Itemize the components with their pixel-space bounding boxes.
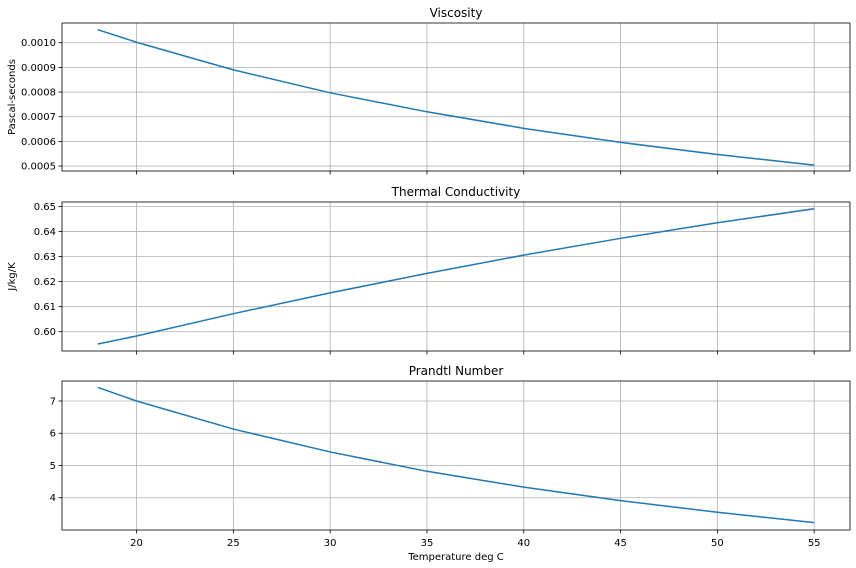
y-axis-label: J/kg/K: [7, 262, 18, 292]
y-tick-label: 0.61: [34, 302, 56, 313]
y-tick-label: 6: [50, 429, 56, 440]
y-tick-label: 0.62: [34, 277, 56, 288]
subplot-title: Viscosity: [430, 6, 483, 20]
series-line: [97, 208, 815, 345]
axes-frame: [61, 22, 851, 172]
axes-frame: [61, 380, 851, 531]
y-tick-label: 0.0008: [21, 88, 56, 99]
y-tick-label: 0.60: [34, 327, 56, 338]
y-tick-label: 0.0005: [21, 162, 56, 173]
y-tick-label: 0.63: [34, 252, 56, 263]
y-tick-label: 0.65: [34, 202, 56, 213]
x-axis-label: Temperature deg C: [407, 552, 504, 563]
subplot-2: 0.60 0.61 0.62 0.63 0.64 0.65 Thermal Conducti…: [7, 185, 851, 355]
y-tick-label: 7: [50, 396, 56, 407]
subplot-title: Prandtl Number: [409, 364, 504, 378]
y-tick-label: 0.64: [34, 227, 56, 238]
x-tick-label: 20: [130, 538, 143, 549]
x-tick-label: 30: [324, 538, 337, 549]
y-tick-label: 5: [50, 461, 56, 472]
x-tick-label: 25: [227, 538, 240, 549]
axes-frame: [61, 201, 851, 352]
y-tick-label: 0.0009: [21, 63, 56, 74]
y-tick-label: 4: [50, 493, 56, 504]
subplot-title: Thermal Conductivity: [391, 185, 521, 199]
series-line: [97, 386, 815, 524]
subplot-1: 0.0005 0.0006 0.0007 0.0008 0.0009 0.0010 Visc…: [7, 6, 851, 175]
x-tick-label: 45: [614, 538, 627, 549]
x-tick-label: 40: [517, 538, 530, 549]
y-tick-label: 0.0010: [21, 38, 56, 49]
series-line: [97, 28, 815, 166]
y-tick-label: 0.0006: [21, 137, 56, 148]
x-tick-label: 35: [421, 538, 434, 549]
x-tick-label: 50: [711, 538, 724, 549]
x-tick-label: 55: [808, 538, 821, 549]
y-axis-label: Pascal-seconds: [7, 59, 18, 135]
y-tick-label: 0.0007: [21, 112, 56, 123]
